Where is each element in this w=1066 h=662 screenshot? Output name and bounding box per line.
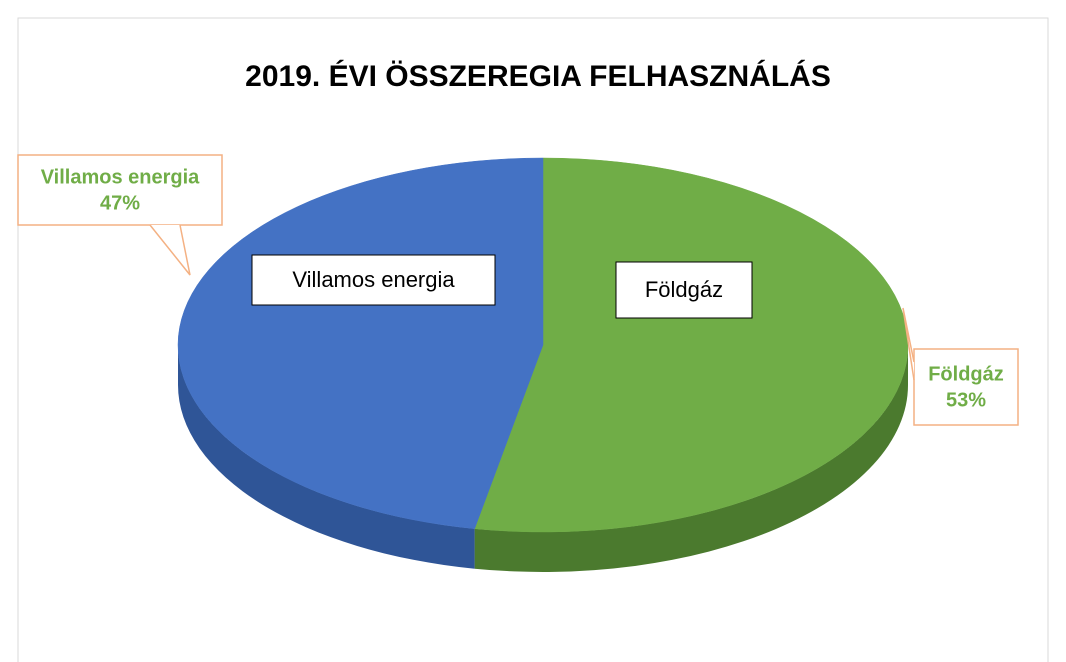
- callout-box: [913, 348, 1019, 426]
- data-label-name: Villamos energia: [41, 166, 200, 188]
- slice: [177, 157, 544, 529]
- chart-title: 2019. ÉVI ÖSSZEREGIA FELHASZNÁLÁS: [245, 59, 831, 93]
- slice-side: [178, 345, 475, 569]
- name-box: [251, 254, 496, 306]
- slice-side: [474, 345, 908, 573]
- callout-pointer: [149, 224, 191, 276]
- slice-name: Villamos energia: [292, 267, 455, 292]
- callout-box: [17, 154, 223, 226]
- data-label-name: Földgáz: [928, 363, 1004, 385]
- slice: [474, 157, 909, 533]
- data-label-value: 53%: [946, 389, 986, 411]
- callout-pointer: [902, 307, 915, 381]
- slice-name: Földgáz: [645, 277, 723, 302]
- name-box: [615, 261, 753, 319]
- data-label-value: 47%: [100, 192, 140, 214]
